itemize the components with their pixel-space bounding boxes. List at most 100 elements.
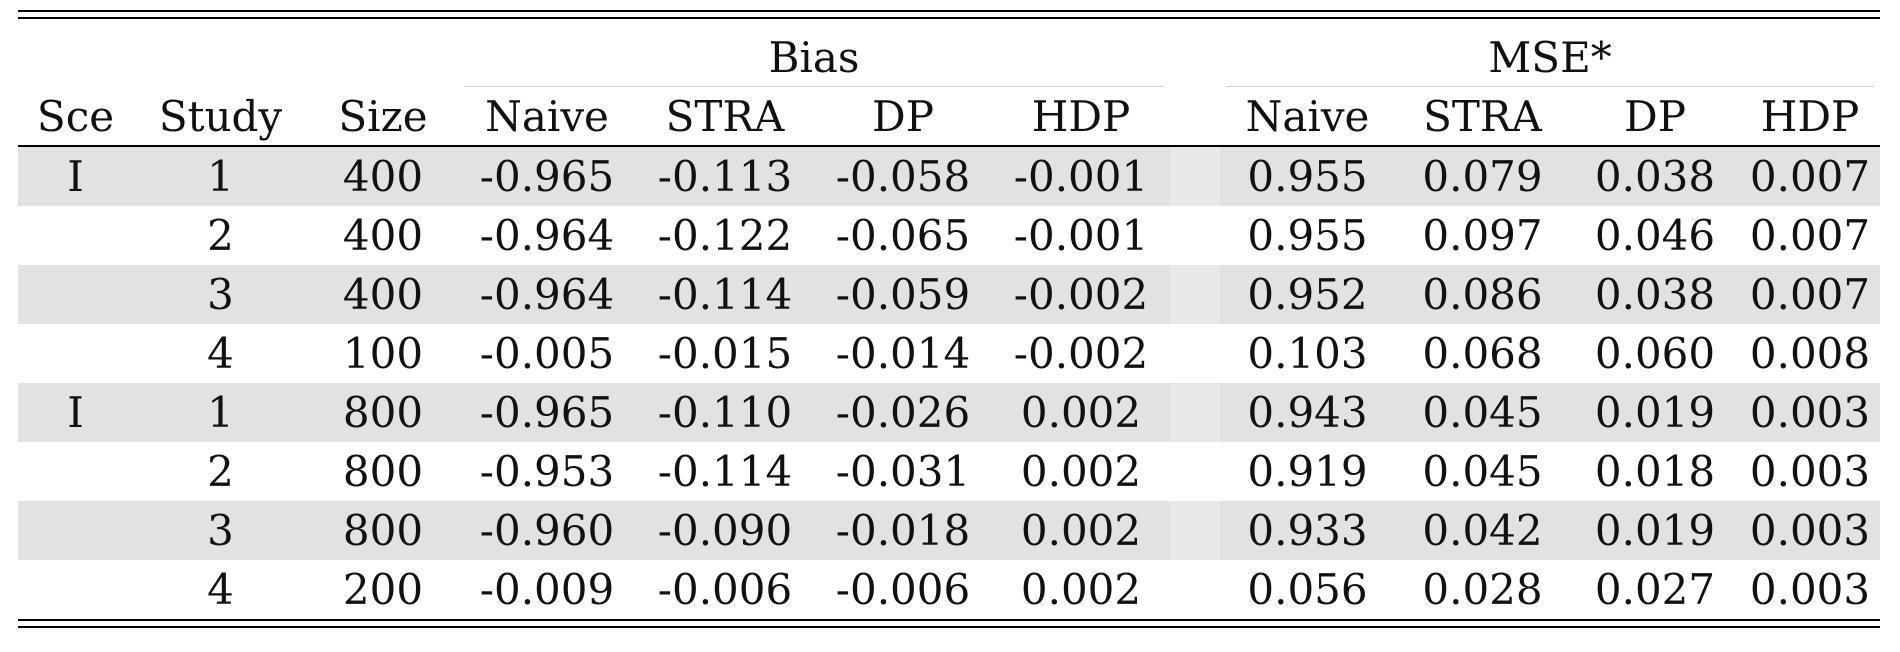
table-row: 3 800 -0.960 -0.090 -0.018 0.002 0.933 0… <box>18 501 1881 560</box>
table-row: 4 200 -0.009 -0.006 -0.006 0.002 0.056 0… <box>18 560 1880 619</box>
cell-mse-hdp: 0.007 <box>1740 265 1881 324</box>
cell-sce <box>18 206 133 265</box>
cell-study: 4 <box>207 329 234 378</box>
col-header-mse-naive: Naive <box>1220 87 1396 147</box>
cell-sce: I <box>18 146 133 206</box>
cell-mse-stra: 0.045 <box>1395 383 1571 442</box>
cell-study: 3 <box>133 265 308 324</box>
cell-bias-naive: -0.960 <box>458 501 636 560</box>
cell-bias-stra: -0.090 <box>636 501 814 560</box>
cell-study: 1 <box>133 383 308 442</box>
cell-bias-naive: -0.953 <box>479 447 615 496</box>
cell-mse-dp: 0.060 <box>1594 329 1716 378</box>
cell-sce <box>18 324 133 383</box>
cell-mse-stra: 0.068 <box>1422 329 1543 378</box>
cell-mse-dp: 0.018 <box>1594 447 1716 496</box>
cell-study: 4 <box>207 565 234 614</box>
cell-mse-hdp: 0.007 <box>1749 211 1871 260</box>
cell-size: 400 <box>308 146 458 206</box>
table-row: I 1 800 -0.965 -0.110 -0.026 0.002 0.943… <box>18 383 1881 442</box>
mse-group-header: MSE* <box>1220 19 1880 87</box>
cell-bias-hdp: 0.002 <box>1020 565 1142 614</box>
col-header-bias-stra: STRA <box>636 87 814 147</box>
col-header-mse-stra: STRA <box>1395 87 1571 147</box>
cell-bias-dp: -0.014 <box>835 329 971 378</box>
cell-mse-naive: 0.952 <box>1220 265 1396 324</box>
cell-bias-dp: -0.059 <box>814 265 992 324</box>
table-row: 3 400 -0.964 -0.114 -0.059 -0.002 0.952 … <box>18 265 1881 324</box>
cell-mse-hdp: 0.003 <box>1740 383 1881 442</box>
table-row: I 1 400 -0.965 -0.113 -0.058 -0.001 0.95… <box>18 146 1881 206</box>
cell-bias-dp: -0.031 <box>835 447 971 496</box>
cell-bias-hdp: -0.001 <box>992 146 1171 206</box>
cell-mse-dp: 0.046 <box>1594 211 1716 260</box>
cell-size: 400 <box>342 211 424 260</box>
cell-bias-naive: -0.964 <box>458 265 636 324</box>
cell-bias-dp: -0.018 <box>814 501 992 560</box>
bottom-rule <box>18 619 1880 621</box>
cell-mse-dp: 0.038 <box>1570 265 1741 324</box>
cell-mse-stra: 0.045 <box>1422 447 1543 496</box>
cell-bias-naive: -0.005 <box>479 329 615 378</box>
cell-mse-naive: 0.933 <box>1220 501 1396 560</box>
cell-sce <box>18 560 133 619</box>
cell-bias-naive: -0.965 <box>458 146 636 206</box>
cell-mse-hdp: 0.003 <box>1749 447 1871 496</box>
cell-mse-hdp: 0.003 <box>1749 565 1871 614</box>
col-header-bias-hdp: HDP <box>992 87 1171 147</box>
cell-bias-stra: -0.122 <box>657 211 793 260</box>
cell-mse-dp: 0.019 <box>1570 501 1741 560</box>
cell-bias-dp: -0.058 <box>814 146 992 206</box>
cell-bias-stra: -0.006 <box>657 565 793 614</box>
cell-size: 800 <box>308 383 458 442</box>
cell-bias-naive: -0.965 <box>458 383 636 442</box>
cell-mse-hdp: 0.003 <box>1740 501 1881 560</box>
group-header-row: Bias MSE* <box>18 19 1880 87</box>
top-rule <box>18 10 1880 12</box>
cell-study: 2 <box>207 211 234 260</box>
cell-bias-stra: -0.114 <box>636 265 814 324</box>
cell-mse-naive: 0.919 <box>1247 447 1368 496</box>
cell-mse-hdp: 0.008 <box>1749 329 1871 378</box>
cell-bias-hdp: 0.002 <box>992 501 1171 560</box>
cell-size: 100 <box>342 329 424 378</box>
cell-sce <box>18 501 133 560</box>
col-header-size: Size <box>308 87 458 147</box>
bottom-rule-double <box>18 626 1880 628</box>
cell-bias-hdp: -0.001 <box>1013 211 1149 260</box>
table-row: 2 800 -0.953 -0.114 -0.031 0.002 0.919 0… <box>18 442 1880 501</box>
cell-sce <box>18 442 133 501</box>
cell-mse-dp: 0.019 <box>1570 383 1741 442</box>
cell-mse-stra: 0.028 <box>1422 565 1543 614</box>
cell-mse-stra: 0.042 <box>1395 501 1571 560</box>
cell-mse-naive: 0.955 <box>1220 146 1396 206</box>
cell-mse-dp: 0.038 <box>1570 146 1741 206</box>
col-header-bias-naive: Naive <box>458 87 636 147</box>
cell-study: 3 <box>133 501 308 560</box>
cell-sce: I <box>18 383 133 442</box>
cell-bias-stra: -0.015 <box>657 329 793 378</box>
cell-bias-stra: -0.113 <box>636 146 814 206</box>
cell-bias-naive: -0.964 <box>479 211 615 260</box>
top-rule-double <box>18 17 1880 19</box>
cell-mse-stra: 0.079 <box>1395 146 1571 206</box>
col-header-study: Study <box>133 87 308 147</box>
cell-mse-stra: 0.097 <box>1422 211 1543 260</box>
table-row: 2 400 -0.964 -0.122 -0.065 -0.001 0.955 … <box>18 206 1880 265</box>
cell-bias-dp: -0.026 <box>814 383 992 442</box>
cell-mse-naive: 0.103 <box>1247 329 1368 378</box>
cell-size: 400 <box>308 265 458 324</box>
cell-mse-naive: 0.943 <box>1220 383 1396 442</box>
cell-size: 200 <box>342 565 424 614</box>
cell-study: 2 <box>207 447 234 496</box>
col-header-mse-hdp: HDP <box>1740 87 1881 147</box>
cell-sce <box>18 265 133 324</box>
cell-mse-naive: 0.955 <box>1247 211 1368 260</box>
table-row: 4 100 -0.005 -0.015 -0.014 -0.002 0.103 … <box>18 324 1880 383</box>
col-header-bias-dp: DP <box>814 87 992 147</box>
results-table-container: Bias MSE* Sce Study Size Naive STRA DP H… <box>18 10 1881 628</box>
cell-mse-dp: 0.027 <box>1594 565 1716 614</box>
cell-bias-stra: -0.114 <box>657 447 793 496</box>
cell-bias-hdp: -0.002 <box>992 265 1171 324</box>
column-header-row: Sce Study Size Naive STRA DP HDP Naive S… <box>18 87 1881 147</box>
